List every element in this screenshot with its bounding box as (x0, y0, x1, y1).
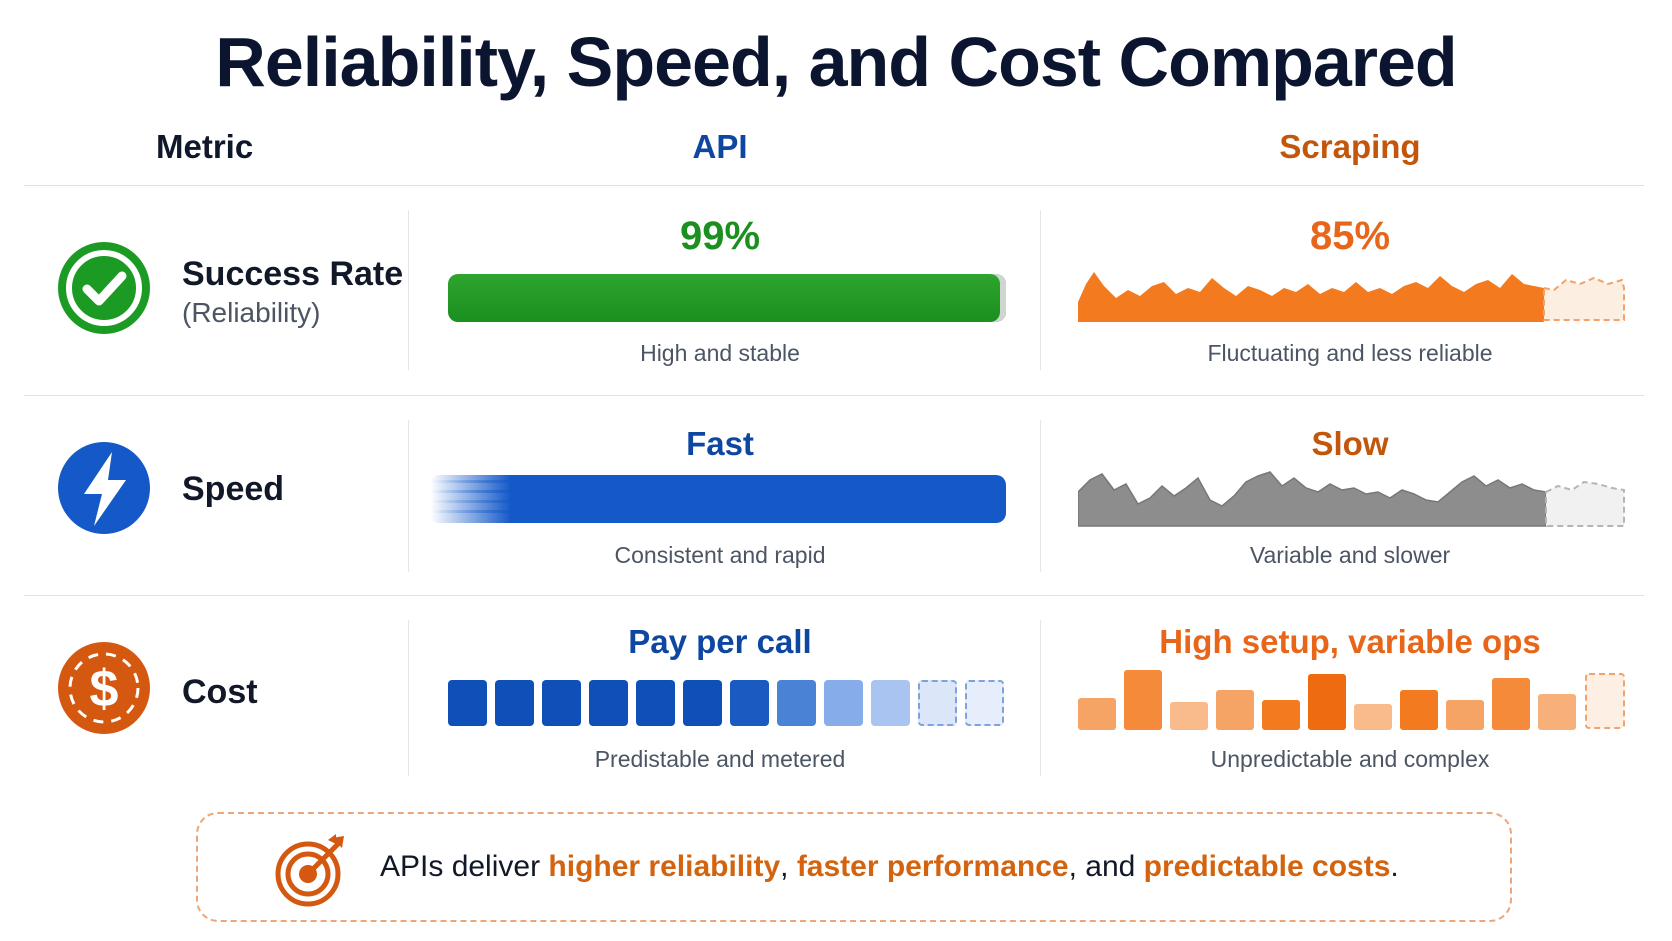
cost-block (542, 680, 581, 726)
lightning-icon (58, 442, 150, 534)
row-sublabel-reliability: (Reliability) (182, 297, 321, 328)
column-divider (408, 620, 409, 776)
scraping-success-desc: Fluctuating and less reliable (1207, 340, 1493, 366)
api-success-value: 99% (679, 214, 761, 258)
cost-block (871, 680, 910, 726)
column-header-metric: Metric (156, 128, 254, 165)
api-cost-value: Pay per call (628, 623, 812, 660)
column-divider (408, 210, 409, 370)
api-speed-desc: Consistent and rapid (614, 542, 826, 568)
page-title: Reliability, Speed, and Cost Compared (215, 23, 1457, 101)
summary-highlight-costs: predictable costs (1143, 850, 1391, 883)
cost-block (636, 680, 675, 726)
cost-block (448, 680, 487, 726)
cost-block (730, 680, 769, 726)
row-divider (24, 595, 1644, 596)
cost-block (495, 680, 534, 726)
summary-highlight-reliability: higher reliability (548, 850, 781, 883)
summary-text: APIs deliver higher reliability, faster … (380, 850, 1399, 884)
api-speed-value: Fast (686, 425, 754, 462)
dollar-icon: $ (58, 642, 150, 734)
cost-block (824, 680, 863, 726)
scraping-speed-value: Slow (1311, 425, 1389, 462)
api-cost-blocks (448, 680, 1004, 728)
summary-box (196, 812, 1512, 922)
cost-block (589, 680, 628, 726)
summary-highlight-performance: faster performance (796, 850, 1069, 883)
api-speed-bar (430, 475, 1006, 523)
scraping-cost-desc: Unpredictable and complex (1210, 746, 1490, 772)
summary-sep: , (780, 850, 797, 883)
row-label-cost: Cost (182, 673, 258, 711)
scraping-speed-desc: Variable and slower (1249, 542, 1451, 568)
api-success-bar (448, 274, 1006, 322)
cost-block (777, 680, 816, 726)
api-cost-desc: Predistable and metered (594, 746, 846, 772)
cost-block (918, 680, 957, 726)
column-header-api: API (692, 128, 748, 165)
target-icon (275, 834, 344, 907)
scraping-success-value: 85% (1309, 214, 1391, 258)
check-circle-icon (58, 242, 150, 334)
row-label-success-rate: Success Rate (182, 255, 404, 293)
column-divider (1040, 210, 1041, 370)
scraping-speed-area-chart (1078, 471, 1625, 527)
column-divider (1040, 620, 1041, 776)
column-divider (408, 420, 409, 572)
column-header-scraping: Scraping (1279, 128, 1421, 165)
row-label-speed: Speed (182, 470, 285, 508)
cost-block (683, 680, 722, 726)
cost-block (965, 680, 1004, 726)
scraping-success-area-chart (1078, 272, 1625, 322)
scraping-cost-bar-chart (1078, 670, 1625, 730)
scraping-cost-value: High setup, variable ops (1159, 623, 1541, 660)
summary-prefix: APIs deliver (380, 850, 549, 883)
column-divider (1040, 420, 1041, 572)
summary-suffix: . (1390, 850, 1399, 883)
header-divider (24, 185, 1644, 186)
svg-text:$: $ (90, 660, 119, 718)
summary-sep: , and (1068, 850, 1144, 883)
row-divider (24, 395, 1644, 396)
api-success-desc: High and stable (640, 340, 800, 366)
